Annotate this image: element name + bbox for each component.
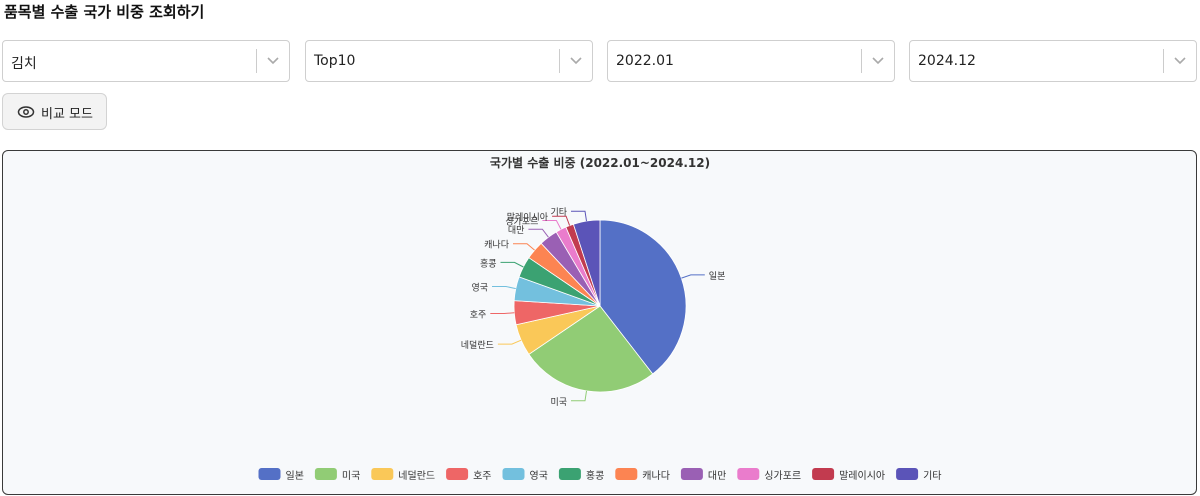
legend-label: 캐나다 — [642, 470, 670, 482]
legend-swatch — [558, 468, 581, 480]
slice-label: 기타 — [550, 207, 567, 218]
end-date-select[interactable]: 2024.12 — [909, 40, 1197, 82]
legend-swatch — [737, 468, 760, 480]
chart-title: 국가별 수출 비중 (2022.01~2024.12) — [490, 155, 710, 170]
legend-label: 미국 — [342, 470, 360, 482]
chevron-down-icon[interactable] — [569, 55, 583, 67]
leader-line — [497, 339, 522, 345]
legend-item[interactable]: 네덜란드 — [371, 468, 435, 482]
start-date-value: 2022.01 — [616, 53, 674, 69]
legend-label: 대만 — [708, 470, 726, 482]
leader-line — [513, 243, 535, 251]
item-select[interactable]: 김치 — [2, 40, 290, 82]
slice-label: 영국 — [471, 283, 488, 294]
leader-line — [528, 228, 549, 238]
chevron-down-icon[interactable] — [871, 55, 885, 67]
select-divider — [256, 49, 257, 73]
leader-line — [571, 210, 587, 222]
legend-label: 말레이시아 — [839, 470, 885, 482]
end-date-value: 2024.12 — [918, 53, 976, 69]
slice-label: 싱가포르 — [505, 217, 538, 228]
slice-label: 홍콩 — [480, 257, 497, 269]
item-select-value: 김치 — [11, 56, 37, 72]
leader-line — [552, 215, 571, 226]
legend-item[interactable]: 미국 — [314, 468, 360, 482]
eye-icon — [17, 106, 35, 118]
chevron-down-icon[interactable] — [266, 55, 280, 67]
select-divider — [861, 49, 862, 73]
slice-label: 미국 — [550, 397, 567, 408]
legend-label: 일본 — [286, 470, 304, 482]
slice-label: 일본 — [709, 271, 726, 282]
legend-label: 기타 — [923, 470, 941, 482]
rank-select-value: Top10 — [314, 53, 356, 69]
slice-label: 캐나다 — [484, 240, 510, 251]
leader-line — [500, 261, 524, 268]
compare-mode-button[interactable]: 비교 모드 — [2, 93, 107, 130]
start-date-select[interactable]: 2022.01 — [607, 40, 895, 82]
legend-item[interactable]: 기타 — [896, 468, 942, 482]
leader-line — [542, 220, 562, 230]
select-divider — [559, 49, 560, 73]
pie-slice[interactable] — [528, 305, 654, 393]
legend-label: 호주 — [473, 470, 491, 482]
legend-label: 싱가포르 — [764, 470, 801, 482]
legend-swatch — [680, 468, 703, 480]
legend-swatch — [812, 468, 835, 480]
legend-item[interactable]: 홍콩 — [558, 468, 604, 482]
legend-swatch — [314, 468, 337, 480]
pie-slice[interactable] — [599, 219, 687, 375]
legend-item[interactable]: 대만 — [680, 468, 726, 482]
compare-mode-label: 비교 모드 — [41, 107, 93, 122]
legend-item[interactable]: 말레이시아 — [812, 468, 885, 482]
slice-label: 네덜란드 — [461, 339, 494, 351]
legend-item[interactable]: 호주 — [446, 468, 492, 482]
legend-swatch — [615, 468, 638, 480]
legend-item[interactable]: 캐나다 — [615, 468, 670, 482]
leader-line — [571, 390, 587, 402]
legend-swatch — [446, 468, 469, 480]
rank-select[interactable]: Top10 — [305, 40, 593, 82]
legend-label: 홍콩 — [586, 469, 604, 482]
legend-item[interactable]: 영국 — [502, 468, 548, 482]
leader-line — [681, 274, 705, 279]
legend-swatch — [502, 468, 525, 480]
slice-label: 말레이시아 — [507, 211, 549, 223]
leader-line — [492, 286, 516, 290]
slice-label: 대만 — [508, 225, 525, 236]
chart-panel: 국가별 수출 비중 (2022.01~2024.12) 일본 미국 네덜란드 호주 영국 홍… — [2, 150, 1197, 495]
page-title: 품목별 수출 국가 비중 조회하기 — [4, 3, 205, 21]
pie-chart: 국가별 수출 비중 (2022.01~2024.12)일본미국네덜란드호주영국홍… — [258, 155, 942, 482]
legend-item[interactable]: 싱가포르 — [737, 468, 801, 482]
slice-label: 호주 — [470, 310, 487, 321]
chevron-down-icon[interactable] — [1173, 55, 1187, 67]
legend-swatch — [371, 468, 394, 480]
legend-swatch — [896, 468, 919, 480]
legend-label: 네덜란드 — [398, 470, 435, 482]
select-divider — [1163, 49, 1164, 73]
leader-line — [490, 312, 515, 314]
legend-item[interactable]: 일본 — [258, 468, 304, 482]
legend-swatch — [258, 468, 281, 480]
legend-label: 영국 — [530, 470, 548, 482]
